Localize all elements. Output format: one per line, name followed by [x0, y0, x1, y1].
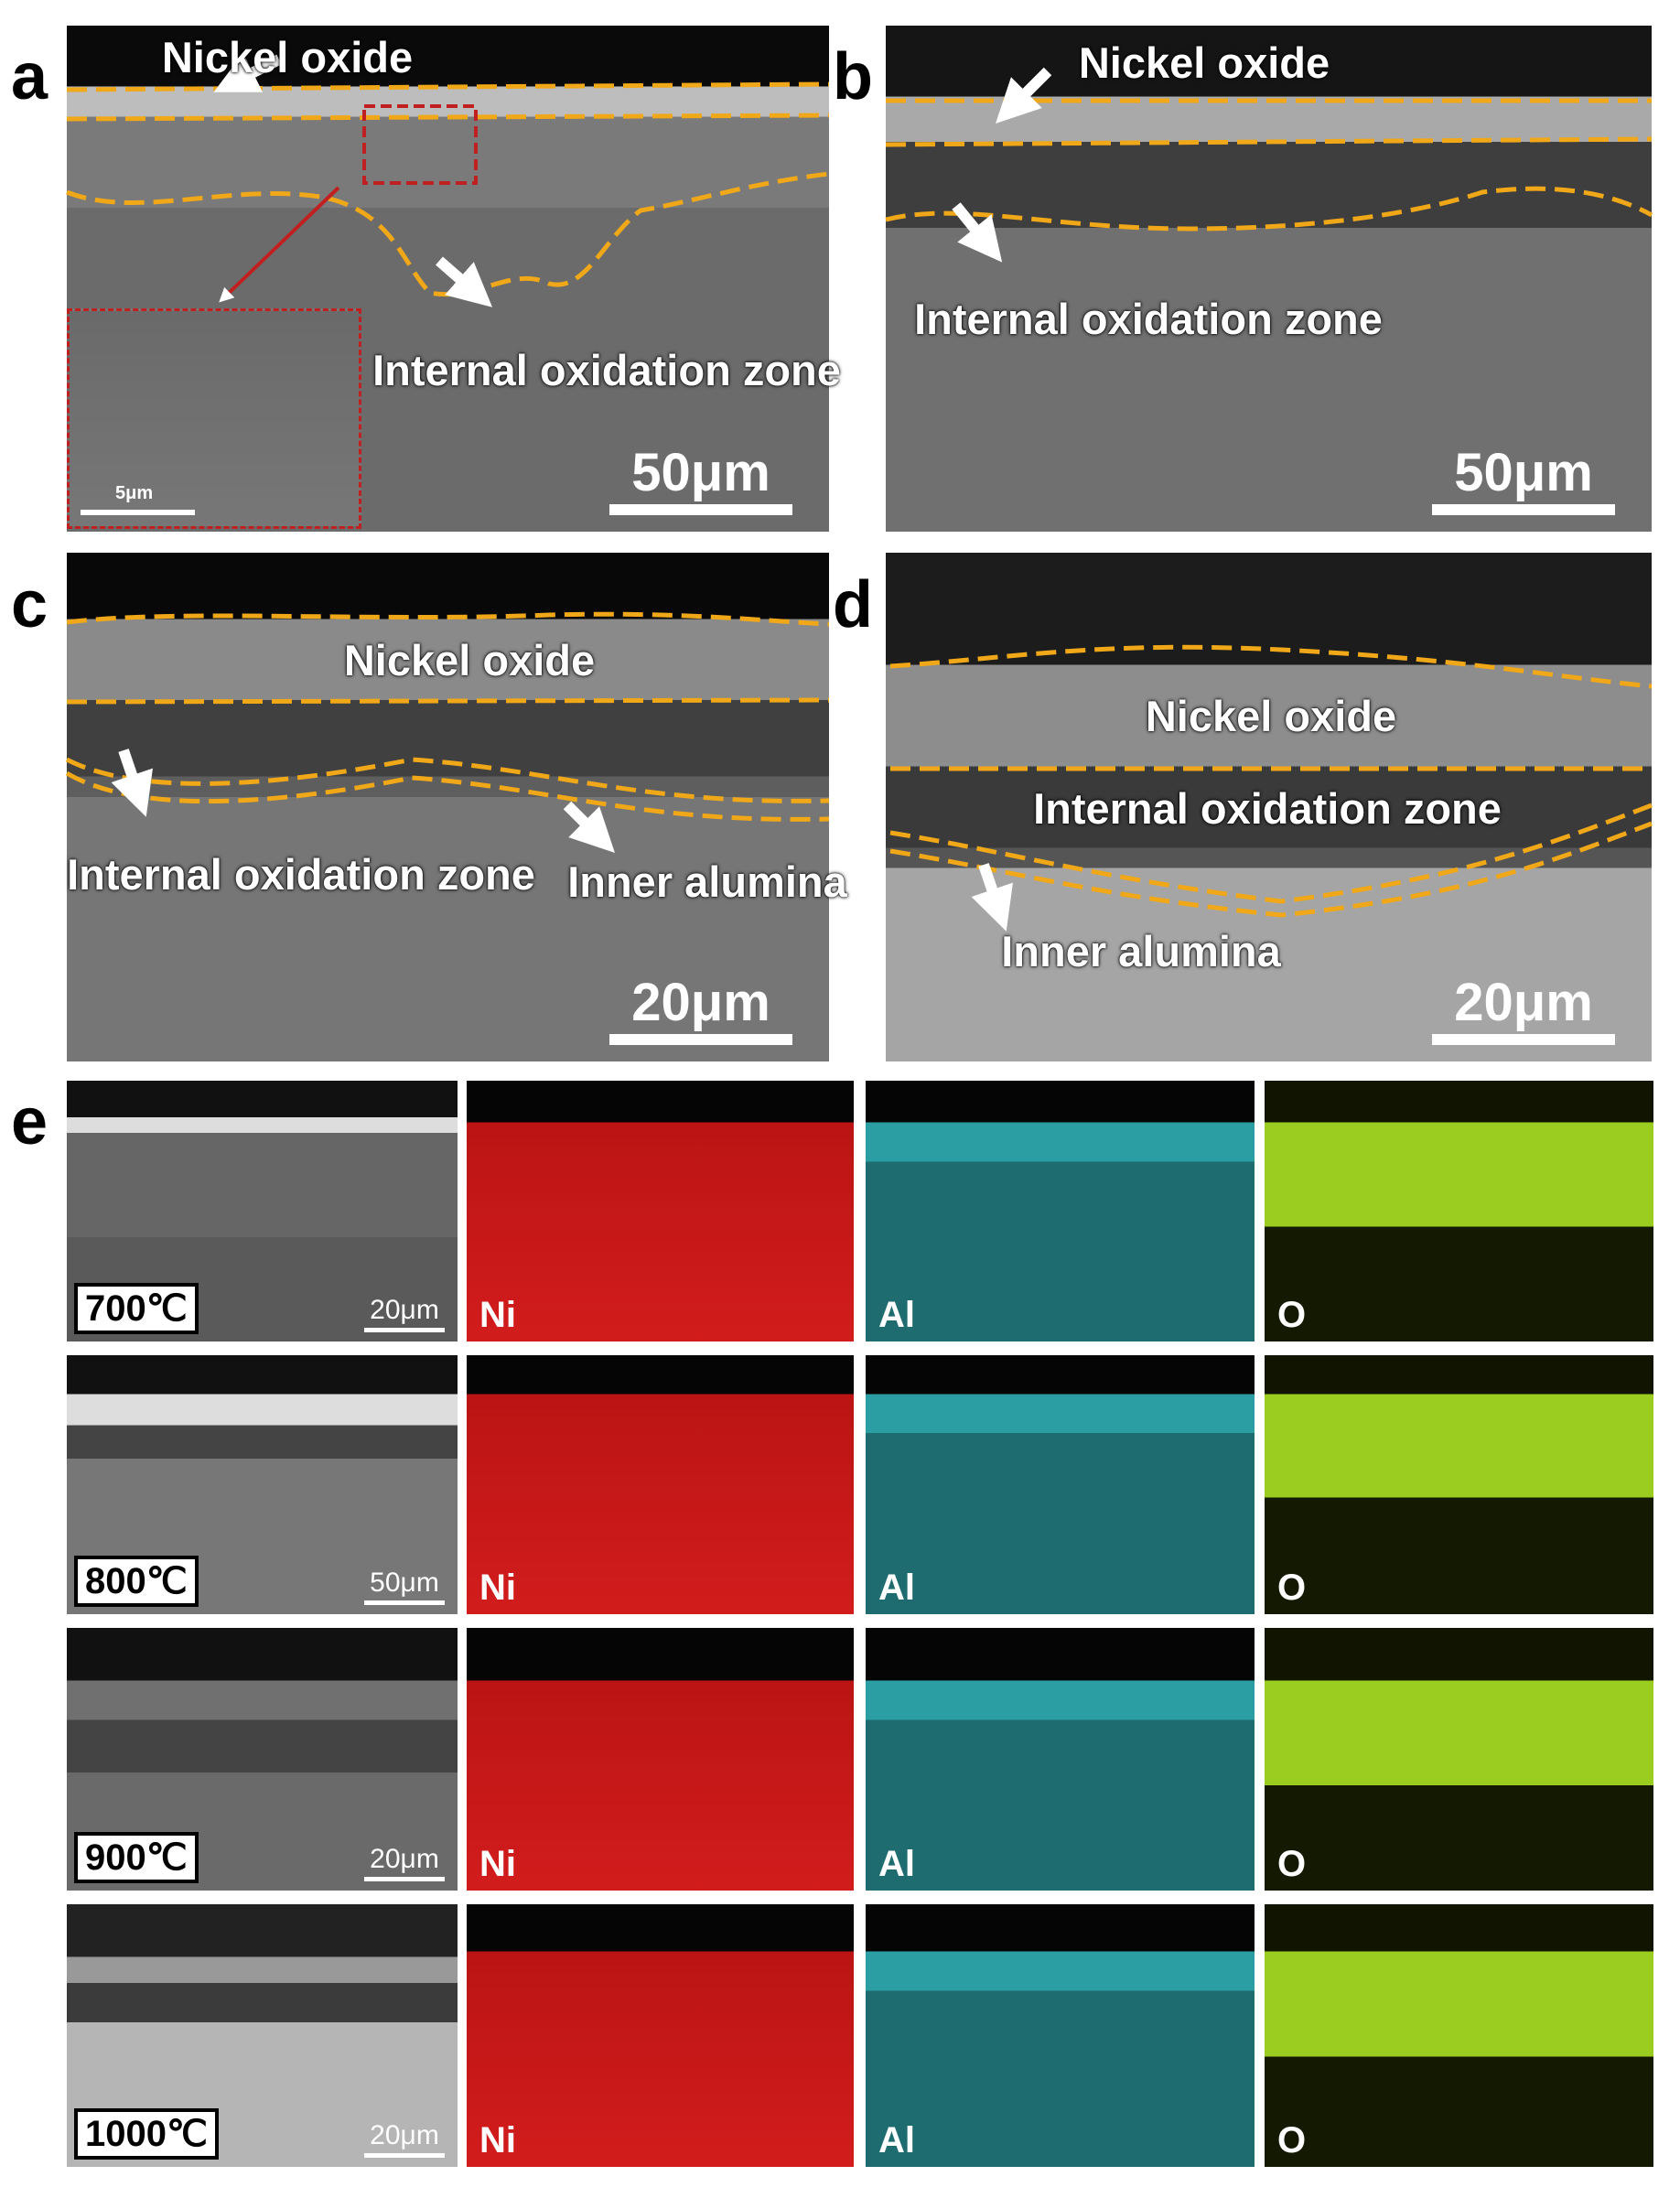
element-label: Al: [878, 1295, 915, 1335]
temperature-label: 700℃: [74, 1283, 199, 1334]
scale-bar: [1432, 1034, 1615, 1045]
element-map: Ni: [467, 1904, 854, 2167]
annotation: Internal oxidation zone: [67, 849, 535, 899]
scale-bar-label: 50μm: [1454, 443, 1593, 502]
element-label: Al: [878, 1844, 915, 1884]
element-label: Ni: [479, 1295, 516, 1335]
sem-image: 900℃ 20μm: [67, 1628, 458, 1891]
element-map: Al: [866, 1904, 1255, 2167]
inset-scale-bar: [81, 510, 195, 515]
annotation: Internal oxidation zone: [914, 294, 1383, 343]
element-map: O: [1265, 1904, 1653, 2167]
scale-bar-label: 20μm: [631, 973, 770, 1032]
scale-bar: 20μm: [364, 2120, 445, 2158]
element-map: O: [1265, 1628, 1653, 1891]
temperature-label: 900℃: [74, 1832, 199, 1883]
annotation: Nickel oxide: [1145, 691, 1397, 740]
annotation: Inner alumina: [567, 857, 847, 906]
temperature-label: 1000℃: [74, 2108, 219, 2160]
element-label: O: [1277, 1295, 1307, 1335]
element-map: O: [1265, 1355, 1653, 1614]
element-map: O: [1265, 1081, 1653, 1341]
element-map: Ni: [467, 1628, 854, 1891]
element-map: Al: [866, 1628, 1255, 1891]
element-label: Ni: [479, 2120, 516, 2160]
scale-bar: [609, 1034, 792, 1045]
element-map: Ni: [467, 1081, 854, 1341]
annotation: Inner alumina: [1001, 926, 1281, 975]
scale-bar: 20μm: [364, 1844, 445, 1881]
element-map: Al: [866, 1355, 1255, 1614]
sem-image: 700℃ 20μm: [67, 1081, 458, 1341]
panel-label: a: [11, 40, 48, 113]
panel-label: c: [11, 568, 48, 641]
element-map: Ni: [467, 1355, 854, 1614]
temperature-label: 800℃: [74, 1556, 199, 1607]
element-label: Al: [878, 2120, 915, 2160]
element-label: O: [1277, 2120, 1307, 2160]
annotation: Nickel oxide: [161, 32, 414, 81]
inset: 5μm: [67, 308, 361, 529]
panel-label: e: [11, 1085, 48, 1158]
scale-bar-label: 20μm: [1454, 973, 1593, 1032]
inset-scale-label: 5μm: [115, 483, 154, 503]
scale-bar: 20μm: [364, 1295, 445, 1332]
annotation: Nickel oxide: [343, 635, 596, 684]
scale-bar: [609, 504, 792, 515]
sem-image: 1000℃ 20μm: [67, 1904, 458, 2167]
element-map: Al: [866, 1081, 1255, 1341]
sem-image: 800℃ 50μm: [67, 1355, 458, 1614]
element-label: Ni: [479, 1844, 516, 1884]
panel-label: b: [833, 40, 873, 113]
panel-label: d: [833, 568, 873, 641]
element-label: Ni: [479, 1568, 516, 1608]
annotation: Internal oxidation zone: [1033, 783, 1502, 833]
scale-bar-label: 50μm: [631, 443, 770, 502]
scale-bar: [1432, 504, 1615, 515]
scale-bar: 50μm: [364, 1568, 445, 1605]
element-label: O: [1277, 1568, 1307, 1608]
annotation: Nickel oxide: [1078, 38, 1330, 87]
element-label: O: [1277, 1844, 1307, 1884]
annotation: Internal oxidation zone: [372, 345, 841, 394]
element-label: Al: [878, 1568, 915, 1608]
